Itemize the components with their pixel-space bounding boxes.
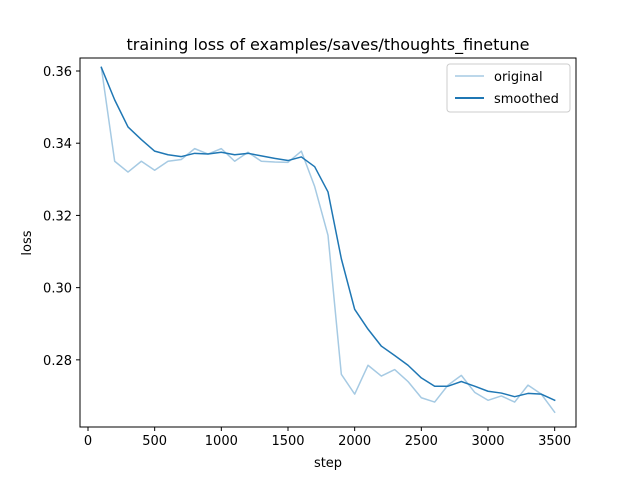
series-line-original	[100, 66, 556, 414]
y-axis-title: loss	[20, 230, 35, 255]
y-tick-label: 0.36	[43, 65, 72, 80]
x-tick-label: 0	[84, 434, 92, 449]
x-tick-label: 2000	[338, 434, 371, 449]
y-tick-label: 0.30	[43, 282, 72, 297]
legend-label-original: original	[494, 70, 543, 85]
x-tick-label: 1500	[271, 434, 304, 449]
y-axis: 0.28 0.30 0.32 0.34 0.36	[43, 65, 80, 369]
x-tick-label: 3500	[538, 434, 571, 449]
legend-label-smoothed: smoothed	[494, 92, 559, 107]
x-tick-label: 1000	[205, 434, 238, 449]
x-tick-label: 3000	[471, 434, 504, 449]
x-tick-label: 2500	[405, 434, 438, 449]
y-tick-label: 0.28	[43, 354, 72, 369]
plot-frame	[79, 57, 577, 428]
y-tick-label: 0.34	[43, 137, 72, 152]
legend: original smoothed	[446, 63, 571, 113]
x-axis: 0 500 1000 1500 2000 2500 3000 3500	[84, 427, 571, 449]
y-tick-label: 0.32	[43, 209, 72, 224]
x-axis-title: step	[314, 456, 342, 471]
series-layer	[100, 66, 556, 414]
series-line-smoothed	[100, 66, 556, 402]
x-tick-label: 500	[142, 434, 167, 449]
chart-title: training loss of examples/saves/thoughts…	[126, 35, 529, 55]
